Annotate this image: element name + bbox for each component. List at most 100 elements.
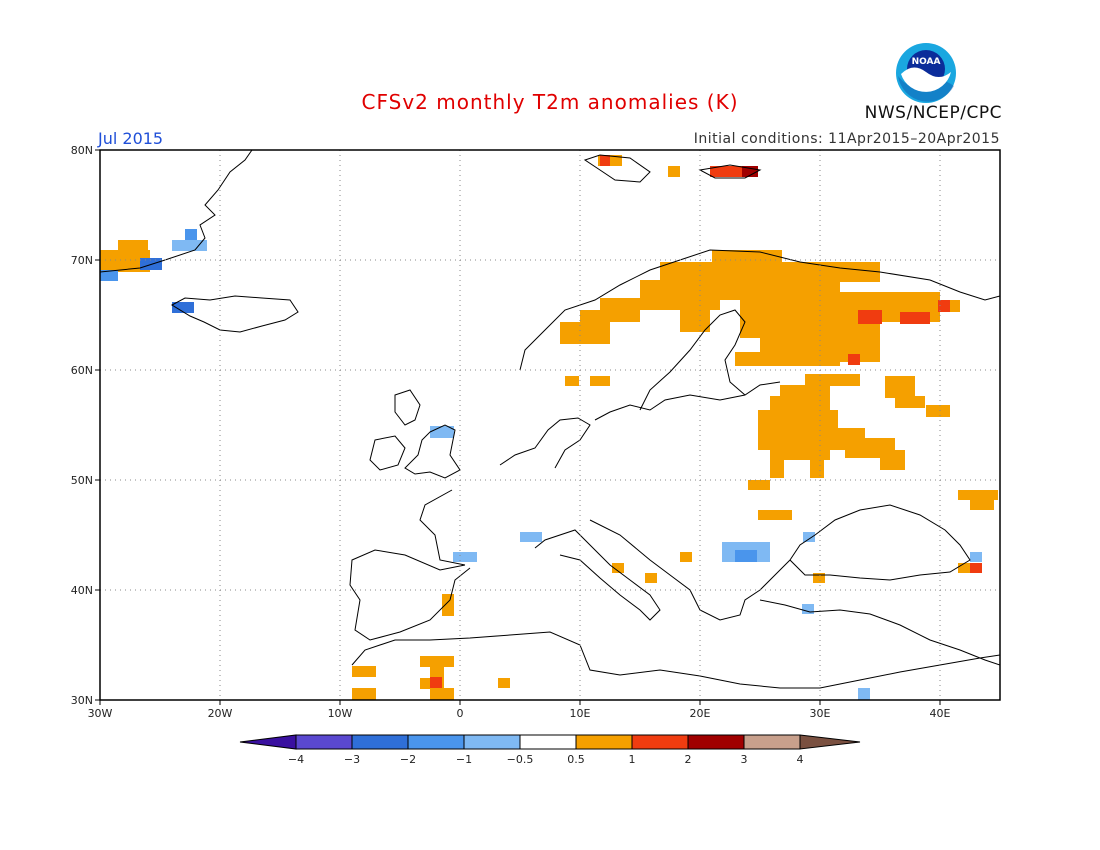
anomaly-cell	[185, 229, 197, 240]
colorbar-cell	[295, 734, 353, 750]
italy-coast	[534, 529, 661, 621]
iberia-coast	[349, 549, 471, 641]
africa-coast	[351, 631, 1000, 689]
colorbar-cell	[687, 734, 745, 750]
lat-label: 40N	[71, 584, 93, 597]
scandinavia-coast	[519, 249, 1000, 371]
anomaly-cell	[612, 563, 624, 573]
colorbar-cell	[743, 734, 801, 750]
colorbar-cell	[799, 734, 861, 750]
colorbar-label: −3	[344, 753, 360, 766]
lon-label: 30W	[88, 707, 113, 720]
anomaly-cell	[926, 405, 950, 417]
svalbard-coast	[583, 154, 762, 183]
initial-conditions: Initial conditions: 11Apr2015–20Apr2015	[693, 131, 1000, 147]
axis-ticks	[95, 149, 941, 705]
anomaly-cell	[735, 550, 757, 562]
anomaly-cell	[352, 666, 376, 677]
lat-label: 70N	[71, 254, 93, 267]
colorbar-labels: −4 −3 −2 −1 −0.5 0.5 1 2 3 4	[288, 753, 804, 766]
colorbar-label: 3	[741, 753, 748, 766]
anomaly-cell	[580, 310, 640, 322]
baltic-coast	[594, 381, 781, 421]
anomaly-cell	[735, 352, 765, 366]
anomaly-cell	[970, 563, 982, 573]
lon-label: 10E	[570, 707, 591, 720]
anomaly-cell	[100, 250, 150, 272]
anomaly-cell	[740, 298, 840, 338]
colorbar	[239, 734, 861, 750]
anomaly-cell	[430, 677, 442, 688]
anomaly-cell	[760, 338, 840, 366]
anomaly-cell	[498, 678, 510, 688]
anomaly-cell	[848, 354, 860, 365]
map-title: CFSv2 monthly T2m anomalies (K)	[361, 90, 739, 114]
anomaly-cell	[430, 667, 444, 678]
colorbar-label: 4	[797, 753, 804, 766]
lat-labels: 80N 70N 60N 50N 40N 30N	[71, 144, 93, 707]
anomaly-cell	[520, 532, 542, 542]
colorbar-label: 2	[685, 753, 692, 766]
anomaly-cell	[560, 322, 610, 344]
anomaly-cell	[748, 480, 770, 490]
anomaly-cell	[895, 396, 925, 408]
anomaly-cell	[710, 166, 758, 177]
anomaly-cell	[600, 298, 720, 310]
anomaly-cells	[100, 155, 998, 700]
greenland-coast	[100, 150, 253, 273]
anomaly-cell	[680, 552, 692, 562]
lat-label: 80N	[71, 144, 93, 157]
north-sea-coast	[499, 417, 591, 469]
anomaly-cell	[880, 450, 905, 470]
map-frame	[99, 149, 1001, 701]
lat-label: 30N	[71, 694, 93, 707]
anomaly-cell	[805, 374, 860, 386]
ireland-coast	[369, 435, 406, 471]
colorbar-label: −4	[288, 753, 304, 766]
colorbar-label: 1	[629, 753, 636, 766]
anomaly-cell	[810, 460, 824, 478]
colorbar-cell	[519, 734, 577, 750]
anomaly-cell	[430, 688, 454, 700]
anomaly-cell	[758, 410, 838, 450]
lon-labels: 30W 20W 10W 0 10E 20E 30E 40E	[88, 707, 951, 720]
anomaly-cell	[420, 656, 454, 667]
colorbar-cell	[407, 734, 465, 750]
colorbar-label: −0.5	[507, 753, 534, 766]
anomaly-cell	[172, 302, 194, 313]
uk-coast	[404, 424, 461, 479]
lon-label: 10W	[328, 707, 353, 720]
lon-label: 0	[457, 707, 464, 720]
svg-text:NOAA: NOAA	[912, 57, 941, 67]
anomaly-cell	[803, 532, 815, 542]
anomaly-cell	[858, 688, 870, 700]
anomaly-cell	[565, 376, 579, 386]
colorbar-cell	[463, 734, 521, 750]
france-coast	[419, 489, 466, 566]
colorbar-cell	[239, 734, 297, 750]
anomaly-cell	[453, 552, 477, 562]
black-sea-coast	[789, 504, 971, 581]
anomaly-cell	[938, 300, 950, 312]
iceland-coast	[170, 295, 299, 333]
anomaly-cell	[600, 155, 610, 166]
anomaly-cell	[172, 240, 207, 251]
noaa-logo-icon: NOAA	[896, 43, 956, 103]
map-background	[100, 150, 1000, 700]
anomaly-cell	[660, 262, 880, 282]
lon-label: 20W	[208, 707, 233, 720]
anomaly-cell	[645, 573, 657, 583]
turkey-coast	[759, 599, 1000, 666]
anomaly-cell	[900, 312, 930, 324]
colorbar-cell	[351, 734, 409, 750]
anomaly-cell	[970, 552, 982, 562]
colorbar-label: −1	[456, 753, 472, 766]
colorbar-cell	[631, 734, 689, 750]
coastlines	[100, 150, 1000, 689]
anomaly-cell	[352, 688, 376, 700]
anomaly-cell	[742, 166, 758, 177]
gridlines	[100, 150, 1000, 700]
lon-label: 30E	[810, 707, 831, 720]
lon-label: 20E	[690, 707, 711, 720]
